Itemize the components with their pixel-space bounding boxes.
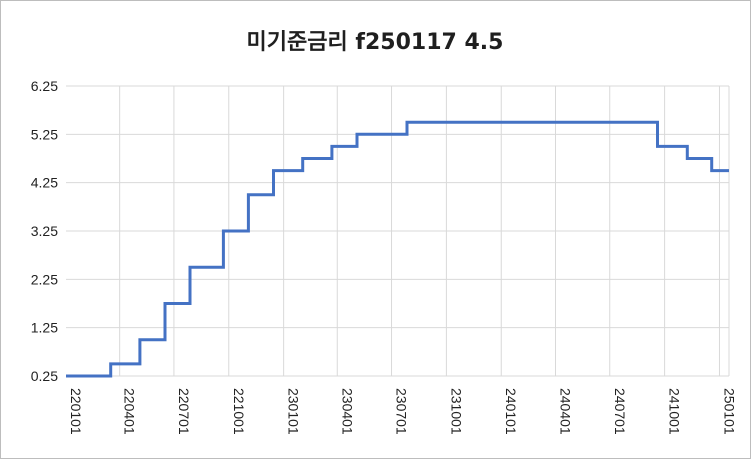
x-tick-label: 220401 <box>122 388 138 435</box>
x-tick-label: 240701 <box>612 388 628 435</box>
x-tick-label: 221001 <box>231 388 247 435</box>
chart-title: 미기준금리 f250117 4.5 <box>247 30 504 55</box>
y-tick-label: 6.25 <box>31 78 58 94</box>
y-tick-label: 1.25 <box>31 320 58 336</box>
x-tick-label: 240401 <box>557 388 573 435</box>
x-tick-label: 241001 <box>667 388 683 435</box>
x-axis-tick-labels: 220101 220401 220701 221001 230101 230401 2307… <box>68 388 737 435</box>
x-tick-label: 240101 <box>503 388 519 435</box>
x-tick-label: 230701 <box>394 388 410 435</box>
y-tick-label: 4.25 <box>31 175 58 191</box>
x-tick-label: 230401 <box>339 388 355 435</box>
x-tick-label: 220101 <box>68 388 84 435</box>
x-tick-label: 230101 <box>286 388 302 435</box>
y-tick-label: 2.25 <box>31 271 58 287</box>
x-tick-label: 231001 <box>448 388 464 435</box>
x-tick-label: 250101 <box>721 388 737 435</box>
y-tick-label: 3.25 <box>31 223 58 239</box>
y-tick-label: 5.25 <box>31 126 58 142</box>
x-tick-label: 220701 <box>176 388 192 435</box>
y-tick-label: 0.25 <box>31 368 58 384</box>
series-line <box>66 120 729 378</box>
y-axis-tick-labels: 0.25 1.25 2.25 3.25 4.25 5.25 6.25 <box>31 78 58 384</box>
x-gridlines <box>119 86 730 376</box>
